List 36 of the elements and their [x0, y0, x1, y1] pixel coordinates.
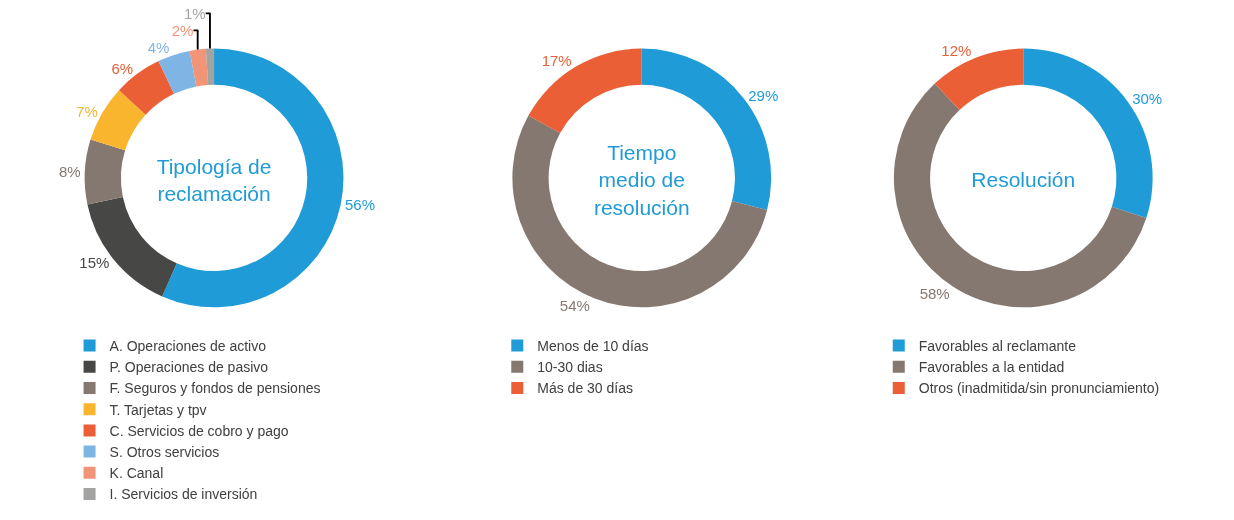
text: Resolución — [971, 168, 1076, 192]
legend-label: T. Tarjetas y tpv — [109, 401, 207, 418]
legend-label: Favorables a la entidad — [918, 359, 1065, 376]
legend-label: Favorables al reclamante — [918, 338, 1077, 355]
text: Tipología de reclamación — [156, 154, 272, 206]
data-label: 30% — [1132, 90, 1163, 108]
legend-label: Más de 30 días — [537, 380, 634, 397]
data-label: 8% — [58, 163, 81, 181]
donut-slice — [84, 139, 126, 205]
data-label: 4% — [147, 38, 170, 56]
legend-label: A. Operaciones de activo — [109, 338, 267, 355]
data-label: 15% — [79, 254, 110, 272]
legend-label: I. Servicios de inversión — [109, 486, 258, 503]
data-label: 2% — [171, 21, 194, 39]
data-label: 56% — [344, 196, 375, 214]
data-label: 54% — [559, 297, 590, 315]
legend-label: Menos de 10 días — [537, 338, 649, 355]
legend-label: C. Servicios de cobro y pago — [109, 422, 289, 439]
donut-slice — [934, 48, 1024, 111]
data-label: 1% — [184, 4, 206, 22]
data-label: 12% — [941, 41, 972, 59]
data-label: 17% — [541, 51, 572, 69]
legend-label: K. Canal — [109, 465, 164, 482]
donut-slice — [205, 48, 215, 85]
data-label: 7% — [76, 102, 98, 120]
donut-slice — [528, 48, 642, 134]
legend-label: F. Seguros y fondos de pensiones — [109, 380, 321, 397]
legend-label: 10-30 dias — [537, 359, 603, 376]
data-label: 6% — [111, 59, 134, 77]
text: Tiempo medio de resolución — [593, 141, 690, 219]
data-label: 29% — [748, 86, 779, 104]
legend-label: Otros (inadmitida/sin pronunciamiento) — [918, 380, 1160, 397]
donut-slice — [189, 48, 209, 87]
legend-label: P. Operaciones de pasivo — [109, 359, 269, 376]
data-label: 58% — [919, 284, 950, 302]
legend-label: S. Otros servicios — [109, 444, 220, 461]
